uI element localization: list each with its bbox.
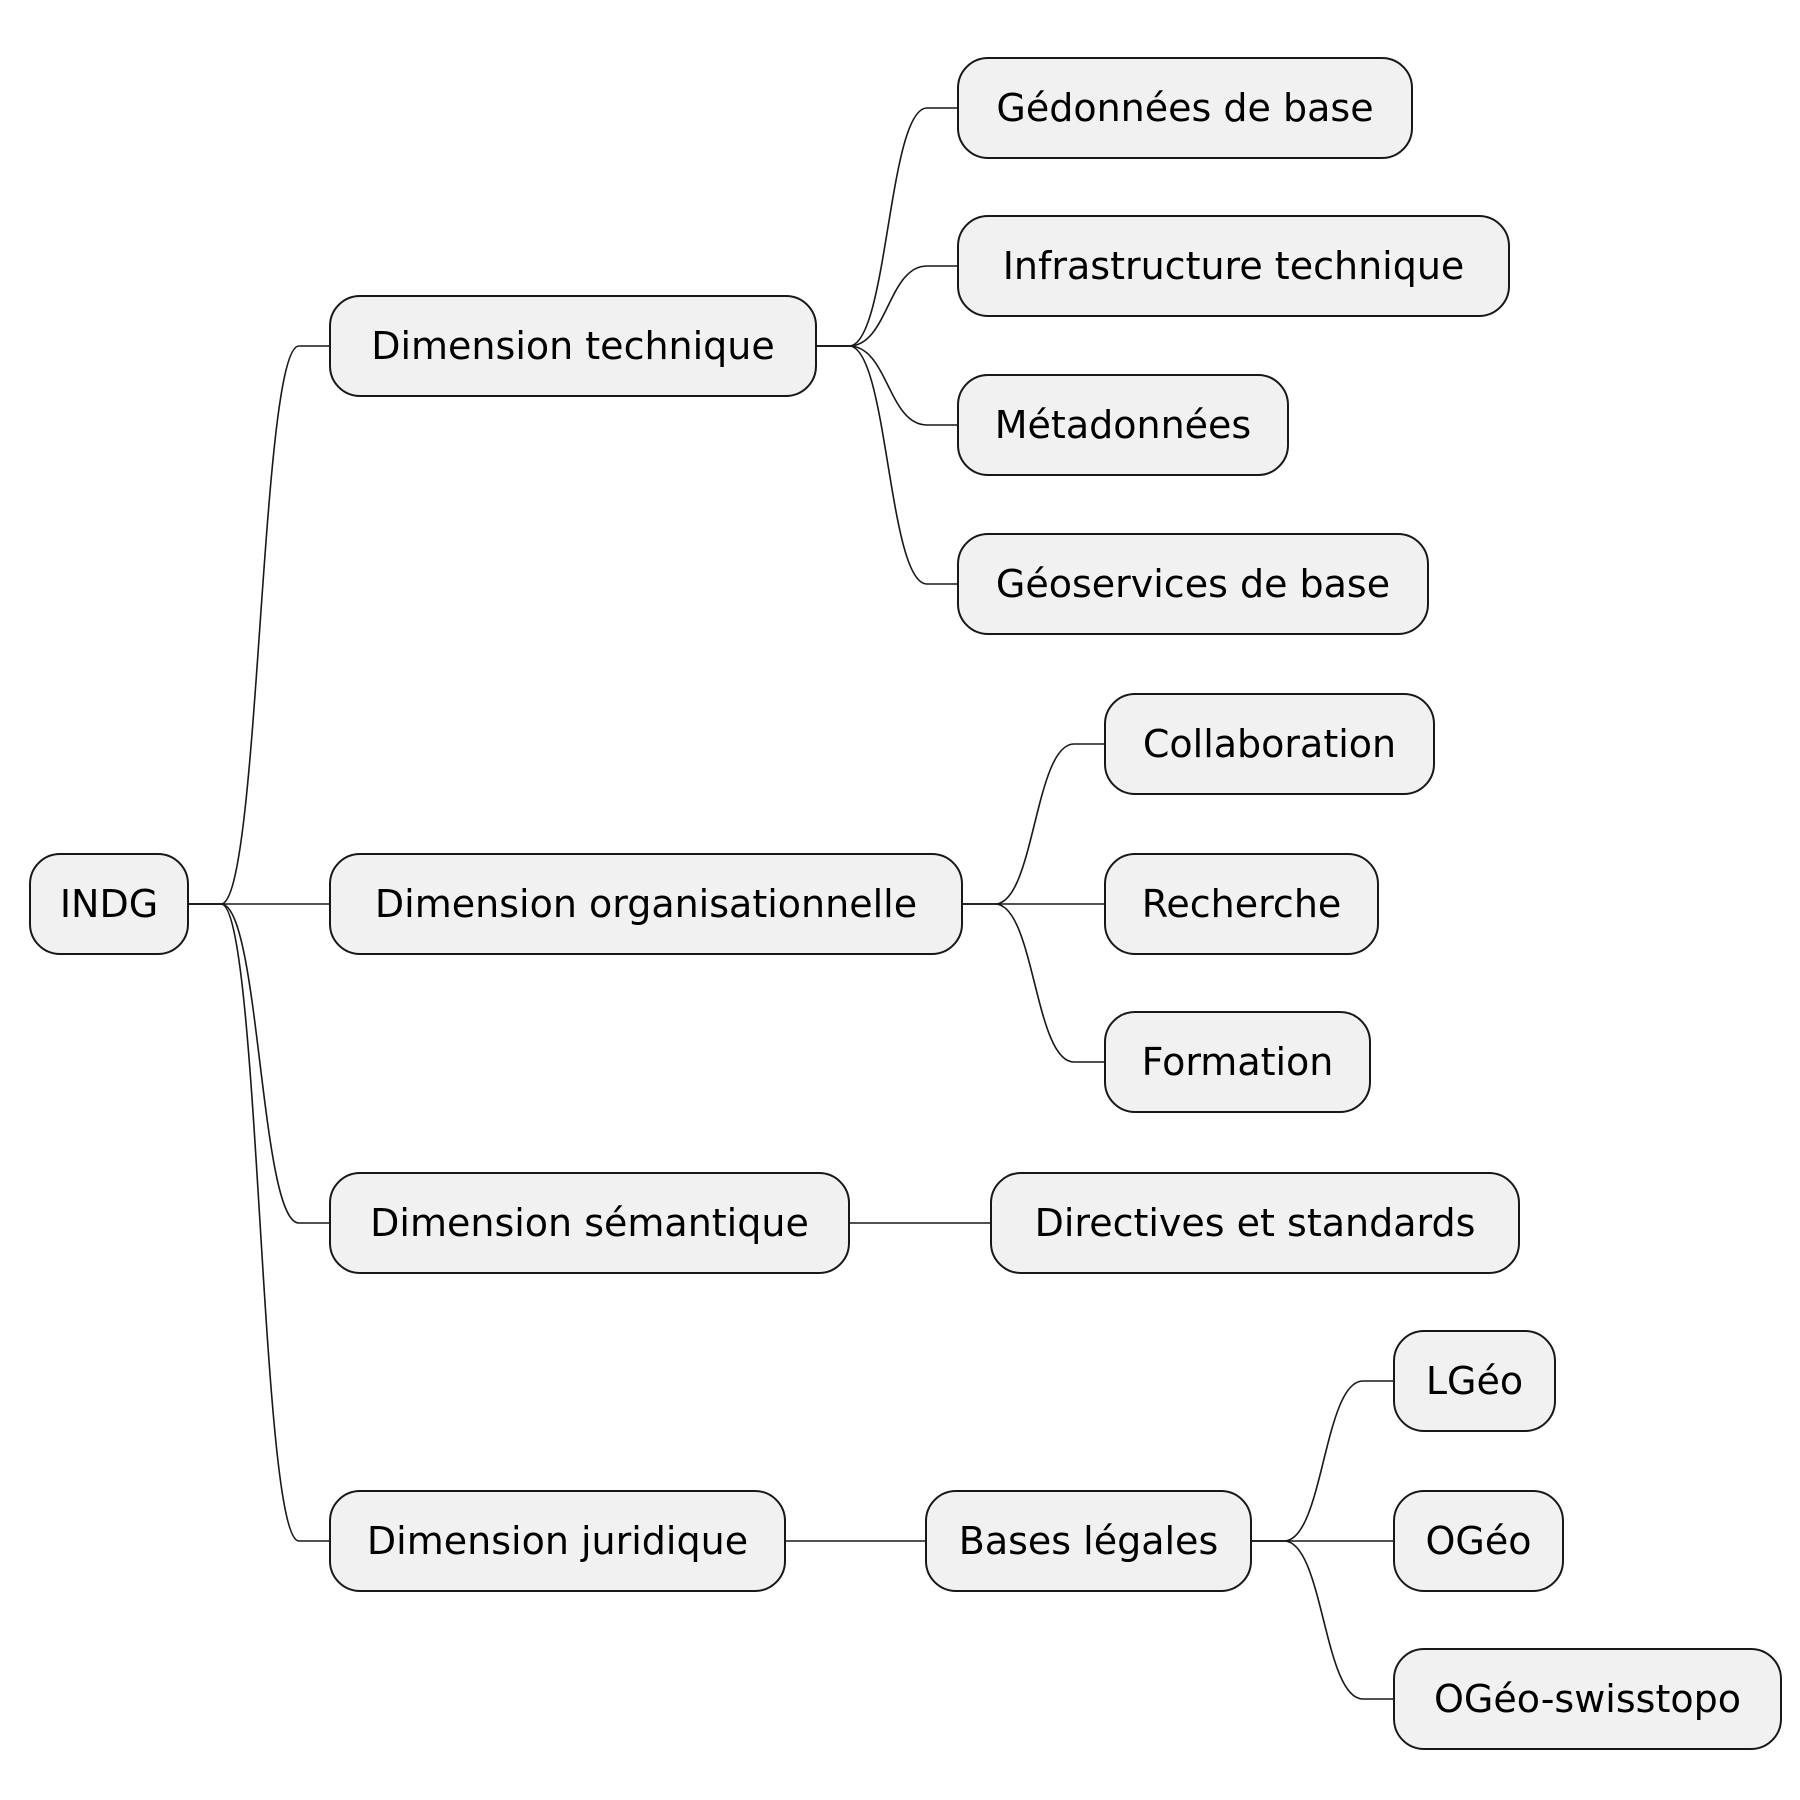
node-ogeo-swisstopo: OGéo-swisstopo — [1393, 1648, 1782, 1750]
connector-bases-legales-to-ogeo-swisstopo — [1252, 1540, 1393, 1700]
connector-dim-technique-to-geodonnees — [817, 107, 957, 347]
node-directives-et-standards: Directives et standards — [990, 1172, 1520, 1274]
node-dimension-semantique: Dimension sémantique — [329, 1172, 850, 1274]
node-formation: Formation — [1104, 1011, 1371, 1113]
node-bases-legales: Bases légales — [925, 1490, 1252, 1592]
node-gedonnees-de-base: Gédonnées de base — [957, 57, 1413, 159]
node-recherche: Recherche — [1104, 853, 1379, 955]
node-indg: INDG — [29, 853, 189, 955]
node-ogeo: OGéo — [1393, 1490, 1564, 1592]
node-dimension-juridique: Dimension juridique — [329, 1490, 786, 1592]
node-dimension-technique: Dimension technique — [329, 295, 817, 397]
node-infrastructure-technique: Infrastructure technique — [957, 215, 1510, 317]
connector-dim-technique-to-geoservices — [817, 345, 957, 585]
node-geoservices-de-base: Géoservices de base — [957, 533, 1429, 635]
connector-bases-legales-to-lgeo — [1252, 1380, 1393, 1542]
connector-dim-technique-to-metadonnees — [817, 345, 957, 426]
node-lgeo: LGéo — [1393, 1330, 1556, 1432]
connector-dim-organisationnelle-to-collaboration — [963, 743, 1104, 905]
connector-dim-organisationnelle-to-formation — [963, 903, 1104, 1063]
connector-indg-to-dim-technique — [189, 345, 329, 905]
node-dimension-organisationnelle: Dimension organisationnelle — [329, 853, 963, 955]
connector-dim-technique-to-infrastructure — [817, 265, 957, 347]
connector-indg-to-dim-juridique — [189, 903, 329, 1542]
node-metadonnees: Métadonnées — [957, 374, 1289, 476]
connector-indg-to-dim-semantique — [189, 903, 329, 1224]
node-collaboration: Collaboration — [1104, 693, 1435, 795]
